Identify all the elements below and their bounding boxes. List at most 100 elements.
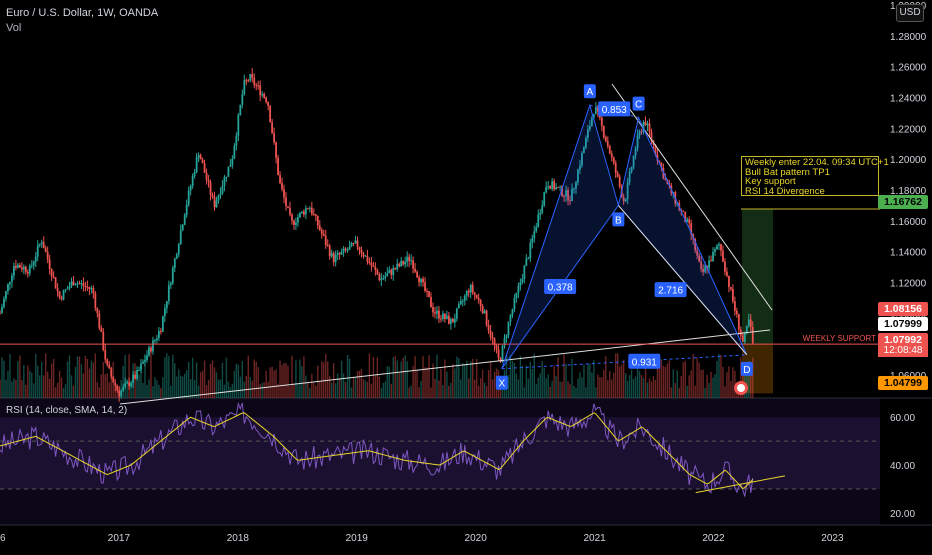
candle-body (720, 244, 722, 251)
candle-body (378, 274, 381, 281)
candle-body (638, 131, 641, 136)
candle-body (267, 102, 270, 106)
volume-bar (269, 367, 271, 398)
level-price-tag: 1.07999 (878, 317, 928, 331)
candle-body (541, 205, 544, 213)
volume-bar (509, 355, 512, 398)
volume-bar (466, 360, 468, 398)
candle-body (302, 211, 305, 215)
volume-bar (436, 354, 438, 398)
volume-bar (458, 358, 460, 398)
volume-bar (648, 378, 651, 398)
volume-bar (438, 380, 440, 398)
candle-body (120, 390, 123, 397)
candle-body (134, 374, 136, 379)
candle-body (163, 308, 166, 317)
trade-annotation[interactable]: Weekly enter 22.04. 09:34 UTC+1 Bull Bat… (741, 156, 889, 196)
volume-bar (356, 370, 359, 398)
volume-bar (277, 383, 279, 398)
candle-body (523, 265, 526, 279)
candle-body (461, 300, 464, 302)
candle-body (416, 271, 418, 278)
volume-bar (19, 355, 21, 398)
volume-bar (31, 372, 33, 398)
symbol-title[interactable]: Euro / U.S. Dollar, 1W, OANDA (6, 7, 159, 19)
volume-bar (259, 383, 261, 398)
volume-bar (52, 358, 55, 398)
pattern-ratio-box (544, 279, 577, 295)
volume-bar (575, 387, 577, 398)
volume-bar (237, 364, 240, 398)
volume-bar (595, 387, 597, 398)
volume-bar (714, 374, 716, 398)
volume-bar (176, 376, 178, 398)
volume-bar (265, 370, 267, 398)
candle-body (463, 295, 466, 301)
candle-body (583, 147, 585, 154)
candle-body (213, 196, 216, 208)
volume-bar (78, 356, 81, 398)
volume-bar (25, 384, 27, 398)
candle-body (42, 242, 45, 249)
volume-bar (193, 380, 196, 398)
volume-bar (483, 382, 486, 398)
candle-body (152, 340, 154, 352)
candle-body (726, 271, 728, 276)
volume-bar (185, 369, 188, 398)
candle-body (354, 240, 357, 244)
stop-price-tag: 1.04799 (878, 376, 928, 390)
volume-bar (213, 367, 216, 398)
volume-bar (464, 364, 466, 398)
volume-bar (184, 373, 186, 398)
volume-bar (247, 355, 249, 398)
candle-body (235, 135, 238, 147)
volume-bar (656, 353, 659, 398)
volume-bar (426, 367, 428, 398)
candle-body (731, 289, 734, 302)
candle-body (50, 269, 53, 277)
volume-bar (215, 372, 218, 398)
volume-bar (708, 382, 710, 398)
candle-body (567, 190, 569, 201)
volume-bar (229, 387, 232, 398)
candle-body (517, 285, 520, 293)
volume-bar (84, 355, 87, 398)
candle-body (686, 219, 689, 223)
volume-bar (432, 363, 434, 398)
candle-body (156, 338, 158, 340)
volume-bar (487, 370, 490, 398)
volume-bar (164, 357, 166, 398)
candle-body (592, 114, 595, 118)
candle-body (157, 331, 160, 339)
volume-bar (652, 376, 655, 398)
candle-body (98, 313, 101, 329)
candle-body (398, 263, 401, 267)
volume-bar (616, 353, 619, 398)
volume-bar (702, 369, 704, 398)
volume-bar (577, 378, 579, 398)
weekly-support-label: WEEKLY SUPPORT (803, 334, 876, 343)
volume-bar (336, 373, 339, 398)
volume-bar (217, 379, 220, 398)
candle-body (362, 253, 365, 257)
price-tick-label: 1.20000 (890, 155, 927, 166)
candle-body (26, 271, 29, 274)
candle-body (485, 310, 488, 326)
candle-body (455, 308, 458, 319)
volume-bar (15, 379, 17, 398)
volume-bar (613, 372, 615, 398)
volume-bar (442, 385, 444, 398)
candle-body (245, 80, 248, 82)
volume-bar (402, 357, 404, 398)
volume-bar (692, 354, 694, 398)
currency-button[interactable]: USD (896, 4, 924, 22)
volume-bar (408, 387, 410, 398)
candle-body (185, 204, 188, 215)
volume-bar (340, 360, 343, 398)
volume-bar (748, 361, 750, 398)
candle-body (503, 338, 506, 346)
volume-bar (599, 377, 601, 398)
volume-bar (700, 369, 702, 398)
